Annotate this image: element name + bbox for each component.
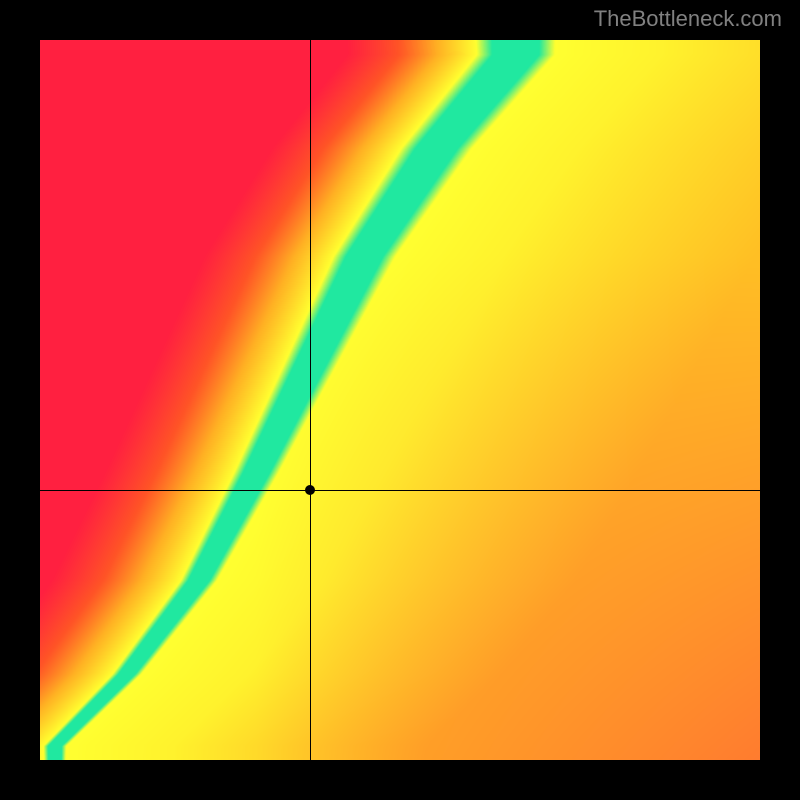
marker-point — [305, 485, 315, 495]
heatmap-canvas — [40, 40, 760, 760]
heatmap-plot — [40, 40, 760, 760]
crosshair-vertical — [310, 40, 311, 760]
crosshair-horizontal — [40, 490, 760, 491]
watermark-text: TheBottleneck.com — [594, 6, 782, 32]
